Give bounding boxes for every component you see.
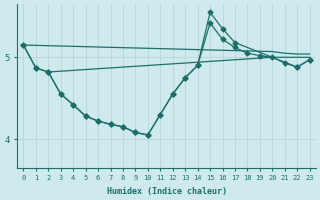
X-axis label: Humidex (Indice chaleur): Humidex (Indice chaleur): [107, 187, 227, 196]
